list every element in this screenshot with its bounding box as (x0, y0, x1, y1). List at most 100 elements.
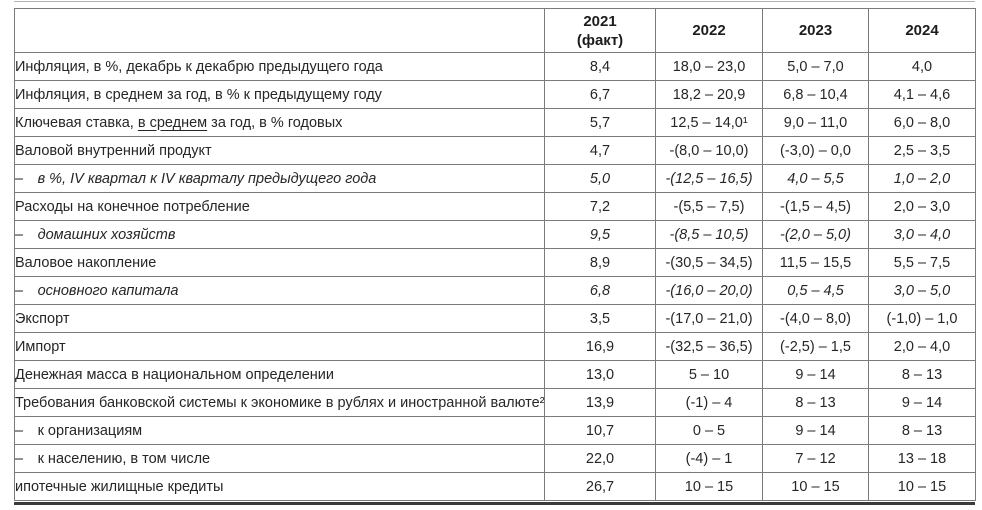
cell-2022: -(8,5 – 10,5) (655, 220, 763, 249)
cell-2023: -(1,5 – 4,5) (762, 192, 869, 221)
header-2021-fact-label: (факт) (576, 31, 624, 49)
cell-2022: -(32,5 – 36,5) (655, 332, 763, 361)
bottom-rule-divider (14, 502, 975, 505)
cell-2022: 0 – 5 (655, 416, 763, 445)
cell-2022: -(8,0 – 10,0) (655, 136, 763, 165)
cell-2021: 26,7 (544, 472, 656, 501)
cell-2022: 5 – 10 (655, 360, 763, 389)
cell-2023: 5,0 – 7,0 (762, 52, 869, 81)
cell-2021: 13,9 (544, 388, 656, 417)
row-households-consumption: – домашних хозяйств 9,5 -(8,5 – 10,5) -(… (14, 220, 976, 249)
cell-2021: 5,7 (544, 108, 656, 137)
cell-2023: 0,5 – 4,5 (762, 276, 869, 305)
cell-2021: 6,8 (544, 276, 656, 305)
cell-2023: -(4,0 – 8,0) (762, 304, 869, 333)
cell-2023: 7 – 12 (762, 444, 869, 473)
row-label: Денежная масса в национальном определени… (14, 360, 545, 389)
header-2021-fact: 2021 (факт) (544, 8, 656, 53)
cell-2022: -(12,5 – 16,5) (655, 164, 763, 193)
row-label: – домашних хозяйств (14, 220, 545, 249)
row-label: Валовое накопление (14, 248, 545, 277)
cell-2024: 9 – 14 (868, 388, 976, 417)
cell-2022: 12,5 – 14,0¹ (655, 108, 763, 137)
row-label: – к организациям (14, 416, 545, 445)
cell-2021: 9,5 (544, 220, 656, 249)
row-claims-households: – к населению, в том числе 22,0 (-4) – 1… (14, 444, 976, 473)
cell-2021: 5,0 (544, 164, 656, 193)
row-label: – в %, IV квартал к IV кварталу предыдущ… (14, 164, 545, 193)
header-2023: 2023 (762, 8, 869, 53)
cell-2023: 11,5 – 15,5 (762, 248, 869, 277)
cell-2023: -(2,0 – 5,0) (762, 220, 869, 249)
cell-2021: 10,7 (544, 416, 656, 445)
cell-2022: -(30,5 – 34,5) (655, 248, 763, 277)
cell-2021: 8,4 (544, 52, 656, 81)
cell-2023: 9 – 14 (762, 360, 869, 389)
row-label: – к населению, в том числе (14, 444, 545, 473)
cell-2024: 1,0 – 2,0 (868, 164, 976, 193)
row-label: Валовой внутренний продукт (14, 136, 545, 165)
row-key-rate: Ключевая ставка, в среднем за год, в % г… (14, 108, 976, 137)
row-label: Требования банковской системы к экономик… (14, 388, 545, 417)
cell-2024: 2,5 – 3,5 (868, 136, 976, 165)
row-banking-claims: Требования банковской системы к экономик… (14, 388, 976, 417)
cell-2024: 5,5 – 7,5 (868, 248, 976, 277)
row-gdp: Валовой внутренний продукт 4,7 -(8,0 – 1… (14, 136, 976, 165)
cell-2023: 9 – 14 (762, 416, 869, 445)
cell-2024: 8 – 13 (868, 416, 976, 445)
header-empty-cell (14, 8, 545, 53)
row-money-supply: Денежная масса в национальном определени… (14, 360, 976, 389)
cell-2021: 13,0 (544, 360, 656, 389)
row-export: Экспорт 3,5 -(17,0 – 21,0) -(4,0 – 8,0) … (14, 304, 976, 333)
row-label: Инфляция, в среднем за год, в % к предыд… (14, 80, 545, 109)
row-mortgage: ипотечные жилищные кредиты 26,7 10 – 15 … (14, 472, 976, 501)
row-label: – основного капитала (14, 276, 545, 305)
key-rate-label-underlined: в среднем (137, 114, 208, 131)
header-row: 2021 (факт) 2022 2023 2024 (14, 8, 976, 53)
cell-2023: 6,8 – 10,4 (762, 80, 869, 109)
row-inflation-dec: Инфляция, в %, декабрь к декабрю предыду… (14, 52, 976, 81)
row-gdp-q4: – в %, IV квартал к IV кварталу предыдущ… (14, 164, 976, 193)
cell-2021: 6,7 (544, 80, 656, 109)
cell-2023: (-3,0) – 0,0 (762, 136, 869, 165)
cell-2024: 2,0 – 3,0 (868, 192, 976, 221)
row-label: Экспорт (14, 304, 545, 333)
row-final-consumption: Расходы на конечное потребление 7,2 -(5,… (14, 192, 976, 221)
row-gross-accumulation: Валовое накопление 8,9 -(30,5 – 34,5) 11… (14, 248, 976, 277)
cell-2021: 22,0 (544, 444, 656, 473)
cell-2022: 18,2 – 20,9 (655, 80, 763, 109)
cell-2024: 4,0 (868, 52, 976, 81)
cell-2021: 8,9 (544, 248, 656, 277)
cell-2024: 3,0 – 4,0 (868, 220, 976, 249)
row-label: Расходы на конечное потребление (14, 192, 545, 221)
cell-2021: 7,2 (544, 192, 656, 221)
cell-2024: 10 – 15 (868, 472, 976, 501)
cell-2023: (-2,5) – 1,5 (762, 332, 869, 361)
row-label: Ключевая ставка, в среднем за год, в % г… (14, 108, 545, 137)
cell-2022: 18,0 – 23,0 (655, 52, 763, 81)
top-rule-divider (14, 1, 975, 2)
row-inflation-avg: Инфляция, в среднем за год, в % к предыд… (14, 80, 976, 109)
header-2022: 2022 (655, 8, 763, 53)
cell-2023: 8 – 13 (762, 388, 869, 417)
cell-2022: -(17,0 – 21,0) (655, 304, 763, 333)
cell-2022: -(16,0 – 20,0) (655, 276, 763, 305)
cell-2024: 4,1 – 4,6 (868, 80, 976, 109)
cell-2024: 2,0 – 4,0 (868, 332, 976, 361)
cell-2024: 6,0 – 8,0 (868, 108, 976, 137)
key-rate-label-pre: Ключевая ставка, (15, 114, 138, 131)
row-label: ипотечные жилищные кредиты (14, 472, 545, 501)
cell-2022: (-1) – 4 (655, 388, 763, 417)
header-2021-year: 2021 (583, 12, 617, 30)
cell-2023: 4,0 – 5,5 (762, 164, 869, 193)
cell-2024: 13 – 18 (868, 444, 976, 473)
cell-2023: 9,0 – 11,0 (762, 108, 869, 137)
row-claims-organizations: – к организациям 10,7 0 – 5 9 – 14 8 – 1… (14, 416, 976, 445)
header-2024: 2024 (868, 8, 976, 53)
key-rate-label-post: за год, в % годовых (207, 114, 343, 131)
cell-2024: (-1,0) – 1,0 (868, 304, 976, 333)
row-label: Инфляция, в %, декабрь к декабрю предыду… (14, 52, 545, 81)
row-import: Импорт 16,9 -(32,5 – 36,5) (-2,5) – 1,5 … (14, 332, 976, 361)
row-fixed-capital: – основного капитала 6,8 -(16,0 – 20,0) … (14, 276, 976, 305)
